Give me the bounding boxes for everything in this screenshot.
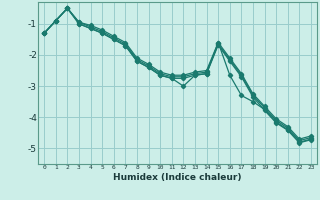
X-axis label: Humidex (Indice chaleur): Humidex (Indice chaleur)	[113, 173, 242, 182]
